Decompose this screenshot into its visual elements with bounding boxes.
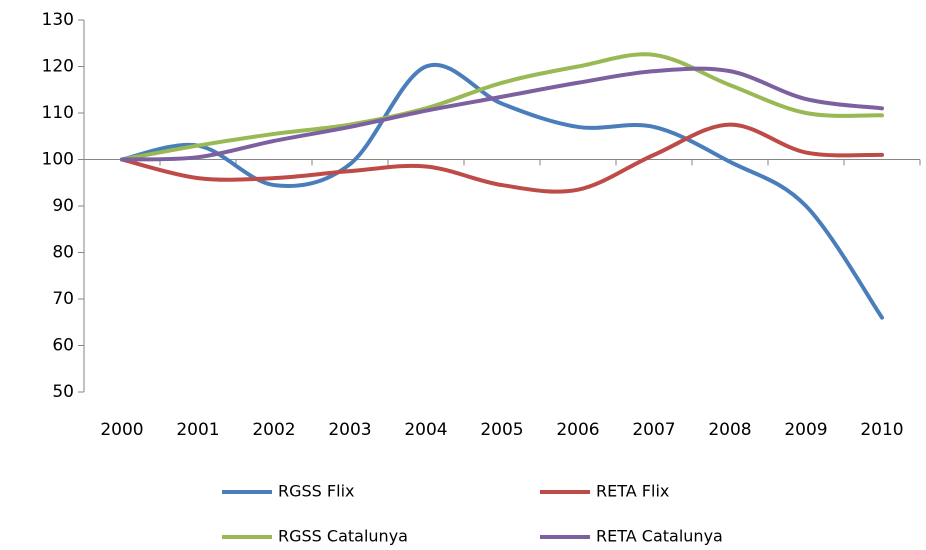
- y-tick-label: 50: [52, 382, 74, 402]
- y-tick-label: 60: [52, 336, 74, 356]
- x-tick-label: 2010: [860, 420, 903, 440]
- y-tick-label: 120: [42, 57, 74, 77]
- legend-label: RETA Catalunya: [596, 527, 723, 546]
- y-tick-label: 130: [42, 10, 74, 30]
- series-line: [120, 122, 884, 194]
- x-tick-label: 2001: [176, 420, 219, 440]
- x-tick-label: 2004: [404, 420, 447, 440]
- y-tick-label: 80: [52, 243, 74, 263]
- y-tick-label: 90: [52, 196, 74, 216]
- x-tick-label: 2000: [100, 420, 143, 440]
- y-tick-label: 110: [42, 103, 74, 123]
- x-tick-label: 2002: [252, 420, 295, 440]
- x-tick-label: 2005: [480, 420, 523, 440]
- series-line: [120, 52, 884, 162]
- y-tick-label: 70: [52, 289, 74, 309]
- x-tick-label: 2006: [556, 420, 599, 440]
- x-tick-label: 2008: [708, 420, 751, 440]
- legend-label: RGSS Flix: [278, 482, 354, 501]
- x-tick-label: 2003: [328, 420, 371, 440]
- x-tick-label: 2009: [784, 420, 827, 440]
- y-tick-label: 100: [42, 150, 74, 170]
- series-line: [120, 66, 884, 162]
- x-tick-label: 2007: [632, 420, 675, 440]
- legend-label: RETA Flix: [596, 482, 669, 501]
- legend-label: RGSS Catalunya: [278, 527, 408, 546]
